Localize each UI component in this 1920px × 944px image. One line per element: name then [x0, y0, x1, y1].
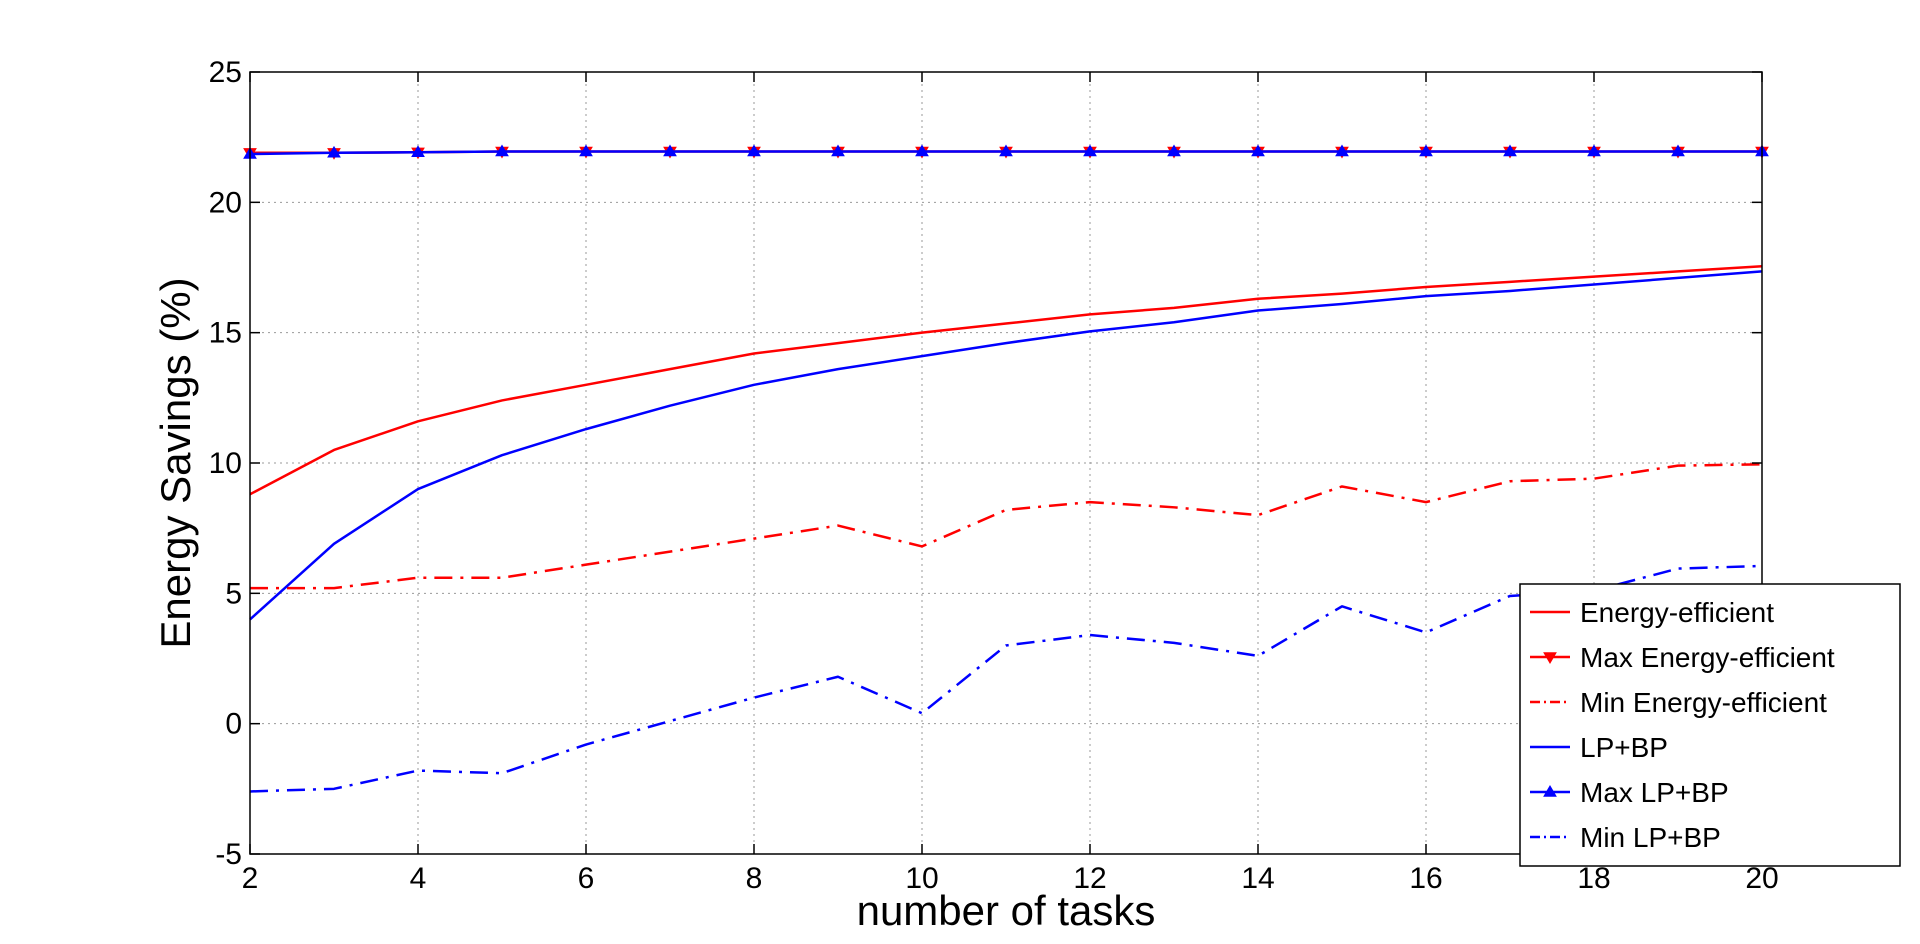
axis-ticks: 2 4 6 8 10 12 14 16 18 20 -5 0 5 10 15 20 25 [209, 56, 1779, 895]
legend-marker [1543, 785, 1557, 797]
series-layer [243, 144, 1769, 793]
data-point [663, 144, 677, 157]
x-tick-label: 10 [905, 862, 938, 895]
x-tick-label: 16 [1409, 862, 1442, 895]
x-tick-label: 6 [578, 862, 595, 895]
y-tick-label: -5 [215, 838, 242, 871]
legend-item: Max Energy-efficient [1530, 642, 1835, 673]
legend-item: Energy-efficient [1530, 597, 1774, 628]
y-tick-label: 25 [209, 56, 242, 89]
x-tick-label: 18 [1577, 862, 1610, 895]
legend-label: Max Energy-efficient [1580, 642, 1835, 673]
data-point [327, 145, 341, 158]
data-point [747, 144, 761, 157]
legend-item: Min LP+BP [1530, 822, 1721, 853]
data-point [831, 144, 845, 157]
series-min-energy-efficient [250, 463, 1763, 590]
legend-label: Energy-efficient [1580, 597, 1774, 628]
legend: Energy-efficient Max Energy-efficient Min … [1519, 583, 1901, 867]
legend-item: LP+BP [1530, 732, 1668, 763]
series-min-lp-bp [249, 564, 1763, 793]
data-point [999, 144, 1013, 157]
data-point [1167, 144, 1181, 157]
series-line [249, 270, 1763, 621]
y-tick-label: 0 [225, 708, 242, 741]
x-tick-label: 20 [1745, 862, 1778, 895]
data-point [1083, 144, 1097, 157]
series-lp-bp [249, 270, 1763, 621]
legend-label: Max LP+BP [1580, 777, 1729, 808]
y-tick-label: 15 [209, 317, 242, 350]
series-line [250, 463, 1763, 590]
x-tick-label: 2 [242, 862, 259, 895]
data-point [579, 144, 593, 157]
series-line [249, 264, 1763, 496]
x-tick-label: 12 [1073, 862, 1106, 895]
data-point [495, 144, 509, 157]
legend-label: LP+BP [1580, 732, 1668, 763]
y-axis-label: Energy Savings (%) [152, 277, 199, 648]
legend-item: Max LP+BP [1530, 777, 1729, 808]
data-point [1671, 144, 1685, 157]
y-tick-label: 5 [225, 577, 242, 610]
legend-label: Min Energy-efficient [1580, 687, 1827, 718]
y-tick-label: 10 [209, 447, 242, 480]
data-point [411, 145, 425, 157]
legend-label: Min LP+BP [1580, 822, 1721, 853]
x-tick-label: 8 [746, 862, 763, 895]
series-energy-efficient [249, 264, 1763, 496]
data-point [1419, 144, 1433, 157]
x-axis-label: number of tasks [857, 887, 1156, 934]
data-point [1251, 144, 1265, 157]
data-point [1503, 144, 1517, 157]
data-point [1335, 144, 1349, 157]
series-max-lp-bp [243, 144, 1769, 159]
series-line [249, 564, 1763, 793]
y-tick-label: 20 [209, 186, 242, 219]
legend-item: Min Energy-efficient [1530, 687, 1827, 718]
legend-marker [1543, 652, 1557, 664]
x-tick-label: 4 [410, 862, 427, 895]
data-point [915, 144, 929, 157]
x-tick-label: 14 [1241, 862, 1274, 895]
legend-box [1519, 583, 1901, 867]
data-point [1587, 144, 1601, 157]
